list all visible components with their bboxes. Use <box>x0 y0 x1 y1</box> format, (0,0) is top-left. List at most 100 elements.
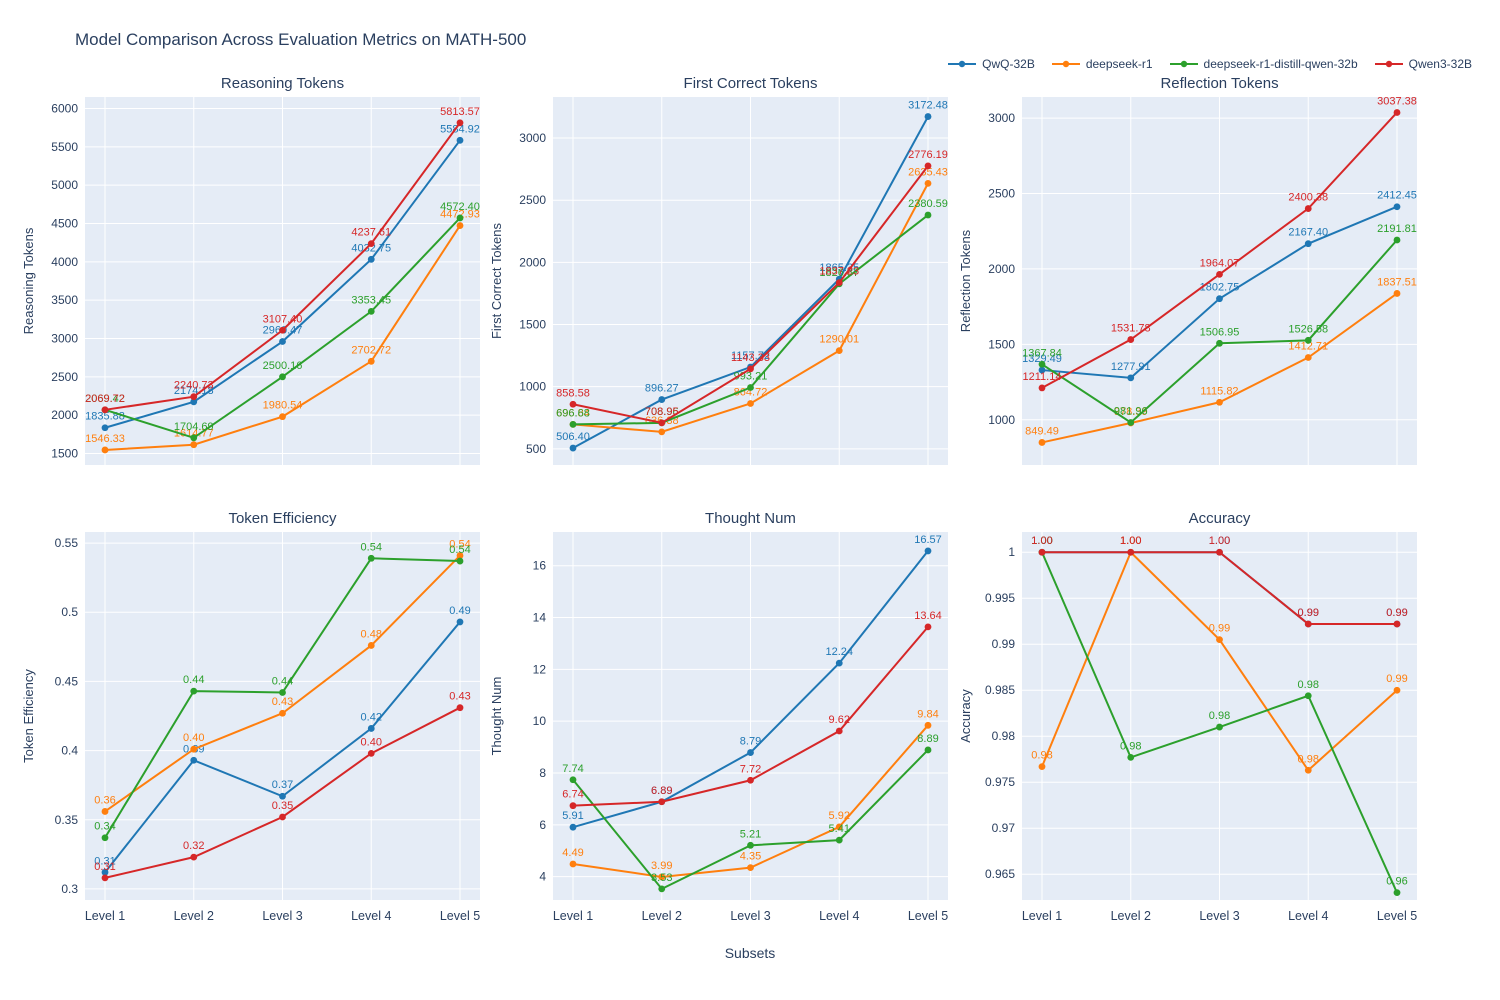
legend-item-qwen3-32b[interactable]: Qwen3-32B <box>1374 57 1472 71</box>
data-point-Qwen3-32B[interactable] <box>1304 205 1312 212</box>
data-point-Qwen3-32B[interactable] <box>1304 620 1312 628</box>
data-point-deepseek-r1-distill-qwen-32b[interactable] <box>1216 339 1223 347</box>
data-point-QwQ-32B[interactable] <box>835 659 843 667</box>
data-point-deepseek-r1[interactable] <box>924 179 932 187</box>
data-point-QwQ-32B[interactable] <box>747 749 754 756</box>
legend-item-deepseek-r1[interactable]: deepseek-r1 <box>1051 57 1153 71</box>
data-point-deepseek-r1-distill-qwen-32b[interactable] <box>569 776 577 784</box>
data-point-Qwen3-32B[interactable] <box>367 749 375 757</box>
data-point-deepseek-r1[interactable] <box>835 347 843 355</box>
data-point-Qwen3-32B[interactable] <box>190 853 198 861</box>
data-point-deepseek-r1-distill-qwen-32b[interactable] <box>1127 419 1135 426</box>
data-point-QwQ-32B[interactable] <box>1038 366 1046 374</box>
data-point-Qwen3-32B[interactable] <box>924 162 932 170</box>
data-point-deepseek-r1[interactable] <box>279 709 286 717</box>
data-point-deepseek-r1-distill-qwen-32b[interactable] <box>279 689 286 696</box>
data-point-Qwen3-32B[interactable] <box>569 400 577 408</box>
data-point-deepseek-r1-distill-qwen-32b[interactable] <box>1393 889 1401 897</box>
data-point-deepseek-r1-distill-qwen-32b[interactable] <box>101 834 109 842</box>
data-point-deepseek-r1[interactable] <box>1393 290 1401 297</box>
data-point-QwQ-32B[interactable] <box>569 444 577 452</box>
data-point-deepseek-r1[interactable] <box>1393 686 1401 694</box>
data-point-QwQ-32B[interactable] <box>101 868 109 876</box>
data-point-Qwen3-32B[interactable] <box>1216 270 1223 278</box>
data-point-QwQ-32B[interactable] <box>658 396 666 403</box>
data-point-deepseek-r1[interactable] <box>190 441 198 449</box>
data-point-deepseek-r1[interactable] <box>569 860 577 868</box>
data-point-deepseek-r1[interactable] <box>835 823 843 831</box>
data-point-deepseek-r1[interactable] <box>456 222 464 229</box>
data-point-deepseek-r1-distill-qwen-32b[interactable] <box>456 214 464 222</box>
data-point-deepseek-r1-distill-qwen-32b[interactable] <box>924 211 932 219</box>
data-point-deepseek-r1-distill-qwen-32b[interactable] <box>279 373 286 381</box>
data-point-Qwen3-32B[interactable] <box>367 240 375 248</box>
data-point-deepseek-r1[interactable] <box>747 864 754 872</box>
data-point-deepseek-r1-distill-qwen-32b[interactable] <box>924 746 932 754</box>
legend-item-qwq-32b[interactable]: QwQ-32B <box>947 57 1035 71</box>
data-point-Qwen3-32B[interactable] <box>1393 109 1401 116</box>
data-point-deepseek-r1[interactable] <box>658 873 666 881</box>
data-point-Qwen3-32B[interactable] <box>1216 548 1223 556</box>
data-point-QwQ-32B[interactable] <box>569 823 577 831</box>
data-point-deepseek-r1-distill-qwen-32b[interactable] <box>190 687 198 695</box>
data-point-Qwen3-32B[interactable] <box>279 326 286 334</box>
data-point-deepseek-r1-distill-qwen-32b[interactable] <box>1038 360 1046 368</box>
data-point-QwQ-32B[interactable] <box>101 424 109 432</box>
data-point-deepseek-r1-distill-qwen-32b[interactable] <box>747 384 754 391</box>
data-point-deepseek-r1[interactable] <box>658 428 666 436</box>
data-point-deepseek-r1[interactable] <box>747 400 754 407</box>
data-point-deepseek-r1[interactable] <box>1216 636 1223 644</box>
data-point-QwQ-32B[interactable] <box>456 618 464 626</box>
data-point-Qwen3-32B[interactable] <box>1393 620 1401 628</box>
data-point-Qwen3-32B[interactable] <box>101 874 109 882</box>
data-point-QwQ-32B[interactable] <box>924 547 932 555</box>
data-point-deepseek-r1[interactable] <box>924 721 932 729</box>
data-point-Qwen3-32B[interactable] <box>1127 336 1135 343</box>
data-point-Qwen3-32B[interactable] <box>1127 548 1135 556</box>
data-point-QwQ-32B[interactable] <box>1304 240 1312 248</box>
data-point-deepseek-r1[interactable] <box>1304 766 1312 774</box>
data-point-Qwen3-32B[interactable] <box>1038 548 1046 556</box>
data-point-Qwen3-32B[interactable] <box>835 279 843 286</box>
data-point-deepseek-r1-distill-qwen-32b[interactable] <box>367 308 375 315</box>
data-point-deepseek-r1[interactable] <box>101 808 109 815</box>
data-point-Qwen3-32B[interactable] <box>747 776 754 784</box>
data-point-Qwen3-32B[interactable] <box>1038 384 1046 392</box>
data-point-deepseek-r1[interactable] <box>1304 354 1312 361</box>
data-point-deepseek-r1[interactable] <box>190 745 198 753</box>
data-point-QwQ-32B[interactable] <box>190 756 198 764</box>
data-point-Qwen3-32B[interactable] <box>924 623 932 631</box>
data-point-deepseek-r1-distill-qwen-32b[interactable] <box>367 554 375 562</box>
data-point-QwQ-32B[interactable] <box>1393 203 1401 211</box>
data-point-Qwen3-32B[interactable] <box>456 119 464 127</box>
data-point-deepseek-r1-distill-qwen-32b[interactable] <box>1393 236 1401 244</box>
data-point-Qwen3-32B[interactable] <box>747 365 754 373</box>
data-point-QwQ-32B[interactable] <box>367 725 375 732</box>
data-point-deepseek-r1[interactable] <box>101 446 109 454</box>
data-point-deepseek-r1-distill-qwen-32b[interactable] <box>456 557 464 565</box>
data-point-Qwen3-32B[interactable] <box>190 393 198 401</box>
data-point-QwQ-32B[interactable] <box>924 113 932 120</box>
data-point-deepseek-r1[interactable] <box>456 552 464 559</box>
data-point-QwQ-32B[interactable] <box>190 398 198 406</box>
data-point-deepseek-r1[interactable] <box>367 357 375 365</box>
data-point-QwQ-32B[interactable] <box>279 338 286 345</box>
data-point-deepseek-r1-distill-qwen-32b[interactable] <box>658 885 666 893</box>
data-point-deepseek-r1-distill-qwen-32b[interactable] <box>1304 692 1312 700</box>
data-point-Qwen3-32B[interactable] <box>835 727 843 735</box>
data-point-deepseek-r1[interactable] <box>1216 398 1223 406</box>
data-point-deepseek-r1[interactable] <box>1038 763 1046 770</box>
data-point-deepseek-r1[interactable] <box>1038 439 1046 446</box>
data-point-deepseek-r1[interactable] <box>279 413 286 421</box>
data-point-deepseek-r1-distill-qwen-32b[interactable] <box>1216 723 1223 731</box>
data-point-QwQ-32B[interactable] <box>456 136 464 144</box>
data-point-deepseek-r1-distill-qwen-32b[interactable] <box>190 434 198 442</box>
data-point-Qwen3-32B[interactable] <box>279 813 286 821</box>
data-point-QwQ-32B[interactable] <box>279 792 286 800</box>
data-point-deepseek-r1-distill-qwen-32b[interactable] <box>569 420 577 428</box>
data-point-Qwen3-32B[interactable] <box>569 802 577 810</box>
data-point-deepseek-r1-distill-qwen-32b[interactable] <box>1304 336 1312 344</box>
data-point-QwQ-32B[interactable] <box>1216 295 1223 303</box>
data-point-Qwen3-32B[interactable] <box>658 798 666 806</box>
data-point-deepseek-r1-distill-qwen-32b[interactable] <box>747 841 754 849</box>
